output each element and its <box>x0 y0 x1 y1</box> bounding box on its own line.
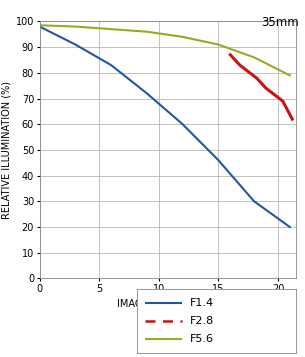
Text: F5.6: F5.6 <box>190 334 214 344</box>
Text: F1.4: F1.4 <box>190 298 214 308</box>
Text: F2.8: F2.8 <box>190 316 214 326</box>
Y-axis label: RELATIVE ILLUMINATION (%): RELATIVE ILLUMINATION (%) <box>2 81 12 219</box>
X-axis label: IMAGE HEIGHT (mm): IMAGE HEIGHT (mm) <box>117 298 218 308</box>
Text: 35mm: 35mm <box>261 16 299 29</box>
